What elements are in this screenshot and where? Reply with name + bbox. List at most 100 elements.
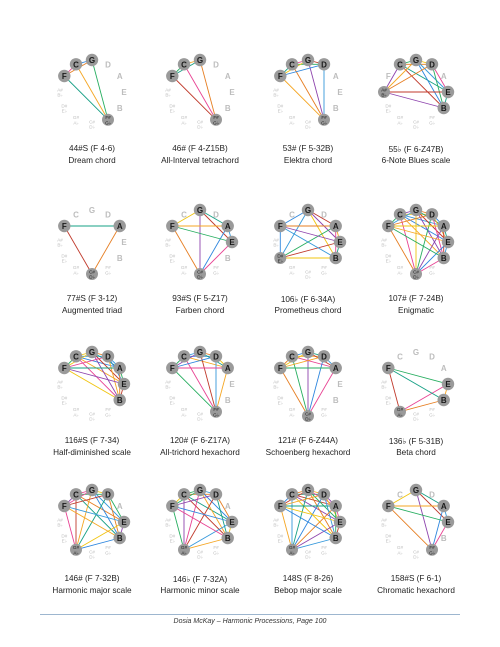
note-label: C [181,60,187,69]
note-label: F [62,364,67,373]
note-label: C# [89,550,95,555]
note-label: B♭ [381,385,386,390]
active-note-marker [286,543,298,556]
note-label: E♭ [170,401,175,406]
active-note-marker [329,361,342,375]
note-label: F [386,222,391,231]
note-label: B♭ [165,385,170,390]
note-label: B [225,396,231,405]
active-note-marker [58,499,71,513]
chord-name: All-Interval tetrachord [161,156,239,165]
note-label: G♭ [213,412,219,417]
note-label: E [337,518,343,527]
note-label: E [229,238,235,247]
active-note-marker [426,543,438,556]
note-label: D [213,352,219,361]
note-label: E♭ [386,401,391,406]
interval-line [383,63,433,93]
chord-name: Enigmatic [398,306,434,315]
active-note-marker [166,499,179,513]
note-label: G [89,206,95,215]
interval-line [75,537,120,551]
note-label: G [305,486,311,495]
note-label: E [337,88,343,97]
note-label: F [278,222,283,231]
note-label: F [62,502,67,511]
chord-name: Prometheus chord [274,306,342,315]
note-label: B [441,534,447,543]
note-label: F# [105,115,111,120]
active-note-marker [117,515,131,529]
note-label: D♭ [197,555,202,560]
interval-line [387,367,401,412]
note-label: D♭ [413,125,418,130]
note-label: C# [413,550,419,555]
note-label: A# [57,238,63,243]
chord-diagram: C G D A E B F# G♭ C# D♭ G# A♭ D# E♭ A# B♭ F 146♭ (F 7-32A… [145,470,255,640]
note-label: C [397,60,403,69]
interval-line [383,91,444,109]
note-label: C# [413,120,419,125]
note-label: A♭ [397,412,402,417]
interval-line [431,64,445,109]
interval-line [388,213,433,227]
note-label: F [62,222,67,231]
chord-name: Augmented triad [61,306,123,315]
active-note-marker [58,69,71,83]
chord-code: 136♭ (F 5-31B) [388,437,444,446]
active-note-marker [101,488,115,501]
note-label: D# [385,104,391,109]
chord-diagram: C G D A E B F# G♭ C# D♭ G# A♭ D# E♭ A# B♭ F 106♭ (F 6-34A… [253,190,363,360]
active-note-marker [102,113,114,126]
note-label: D [105,60,111,69]
active-note-marker [329,251,342,265]
note-label: D# [385,534,391,539]
interval-line [183,521,233,551]
interval-line [291,521,341,551]
active-note-marker [329,531,342,545]
note-label: D♭ [89,275,94,280]
chord-code: 93#S (F 5-Z17) [172,294,228,303]
interval-line [63,225,93,275]
note-label: F [386,72,391,81]
note-label: D♭ [89,417,94,422]
interval-line [279,75,325,121]
interval-line [291,537,336,551]
active-note-marker [382,499,395,513]
interval-line [171,505,185,550]
interval-line [183,356,217,412]
chord-code: 107# (F 7-24B) [388,294,444,303]
note-label: D# [277,396,283,401]
note-label: G♭ [321,120,327,125]
note-label: G♭ [321,412,327,417]
note-label: D♭ [413,555,418,560]
note-label: B [225,534,231,543]
note-label: E [121,518,127,527]
active-note-marker [441,235,455,249]
active-note-marker [177,350,191,363]
active-note-marker [69,488,83,501]
interval-line [64,493,109,507]
note-label: E [445,518,451,527]
note-label: A [117,364,123,373]
interval-line [415,489,433,550]
active-note-marker [117,377,131,391]
note-label: A♭ [397,550,402,555]
note-label: C [289,210,295,219]
note-label: G# [73,407,80,412]
active-note-marker [437,219,450,233]
note-label: E♭ [278,401,283,406]
interval-line [399,383,449,413]
note-label: A# [165,380,171,385]
interval-line [399,213,449,243]
note-label: D [105,352,111,361]
note-label: A♭ [181,412,186,417]
note-label: F [278,364,283,373]
note-label: E♭ [62,401,67,406]
note-label: D♭ [89,555,94,560]
note-label: A# [273,238,279,243]
chord-code: 146# (F 7-32B) [64,574,120,583]
